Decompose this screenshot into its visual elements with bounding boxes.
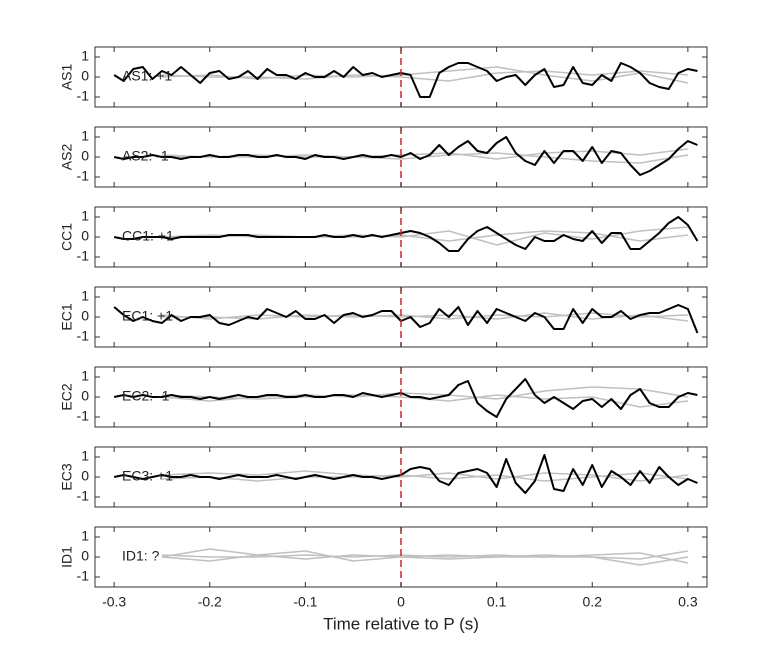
y-axis-label: AS2 — [59, 144, 75, 171]
panel-border — [94, 366, 708, 428]
y-axis-label: EC2 — [59, 383, 75, 410]
y-tick-label: 0 — [81, 68, 89, 84]
x-axis-label: Time relative to P (s) — [323, 614, 479, 633]
y-tick-label: -1 — [77, 248, 90, 264]
panel-border — [94, 526, 708, 588]
y-tick-label: 1 — [81, 528, 89, 544]
y-tick-label: 0 — [81, 548, 89, 564]
x-tick-label: 0 — [397, 594, 405, 610]
panel-border — [94, 126, 708, 188]
x-tick-label: 0.3 — [678, 594, 698, 610]
annotation: EC1: +1 — [122, 308, 173, 324]
annotation: EC2: -1 — [122, 388, 170, 404]
panel-border — [94, 446, 708, 508]
y-tick-label: 0 — [81, 308, 89, 324]
y-tick-label: -1 — [77, 568, 90, 584]
trace — [161, 70, 688, 82]
trace — [113, 454, 698, 494]
y-tick-label: 1 — [81, 288, 89, 304]
trace — [113, 304, 699, 334]
y-axis-label: CC1 — [59, 223, 75, 251]
trace — [113, 62, 698, 98]
annotation: AS2: -1 — [122, 148, 169, 164]
y-tick-label: -1 — [77, 408, 90, 424]
y-tick-label: -1 — [77, 488, 90, 504]
y-tick-label: 0 — [81, 228, 89, 244]
y-tick-label: 1 — [81, 128, 89, 144]
trace — [161, 66, 689, 84]
panel-border — [94, 286, 708, 348]
y-tick-label: -1 — [77, 88, 90, 104]
trace — [161, 472, 688, 482]
x-tick-label: 0.1 — [487, 594, 507, 610]
trace — [161, 552, 689, 564]
panel-border — [94, 46, 708, 108]
panel-border — [94, 206, 708, 268]
y-tick-label: 1 — [81, 48, 89, 64]
y-tick-label: 1 — [81, 368, 89, 384]
trace — [113, 378, 698, 418]
y-tick-label: -1 — [77, 168, 90, 184]
y-axis-label: ID1 — [59, 546, 75, 568]
y-axis-label: EC3 — [59, 463, 75, 490]
y-tick-label: 0 — [81, 468, 89, 484]
x-tick-label: -0.1 — [293, 594, 317, 610]
trace — [113, 216, 699, 252]
annotation: ID1: ? — [122, 548, 160, 564]
y-axis-label: AS1 — [59, 64, 75, 91]
y-tick-label: 0 — [81, 148, 89, 164]
trace — [161, 312, 688, 322]
y-tick-label: 0 — [81, 388, 89, 404]
trace — [161, 312, 688, 320]
y-tick-label: 1 — [81, 208, 89, 224]
y-axis-label: EC1 — [59, 303, 75, 330]
y-tick-label: -1 — [77, 328, 90, 344]
y-tick-label: 1 — [81, 448, 89, 464]
annotation: EC3: +1 — [122, 468, 173, 484]
x-tick-label: 0.2 — [583, 594, 603, 610]
trace — [113, 136, 698, 176]
trace — [161, 554, 689, 566]
annotation: CC1: +1 — [122, 228, 174, 244]
annotation: AS1: +1 — [122, 68, 172, 84]
x-tick-label: -0.2 — [198, 594, 222, 610]
x-tick-label: -0.3 — [102, 594, 126, 610]
